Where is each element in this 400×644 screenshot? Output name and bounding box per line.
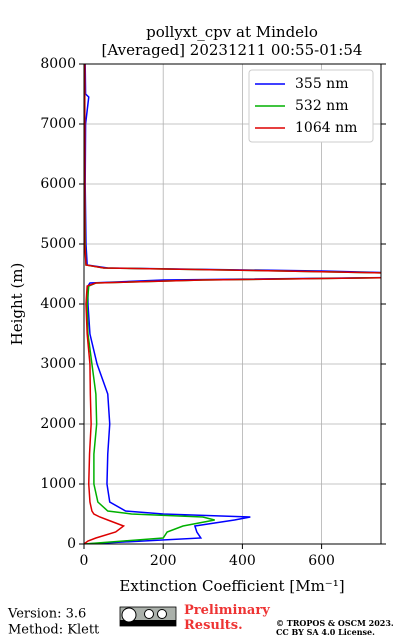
y-tick-label: 3000 — [40, 356, 76, 372]
cc-badge — [119, 606, 177, 627]
notice: Preliminary Results. — [184, 603, 270, 633]
y-tick-label: 8000 — [40, 56, 76, 72]
legend-label: 355 nm — [295, 76, 348, 92]
y-tick-label: 5000 — [40, 236, 76, 252]
y-tick-label: 7000 — [40, 116, 76, 132]
y-tick-label: 6000 — [40, 176, 76, 192]
data-line — [84, 64, 381, 544]
x-tick-label: 600 — [308, 553, 335, 569]
y-tick-label: 1000 — [40, 476, 76, 492]
x-tick-label: 400 — [229, 553, 256, 569]
x-tick-label: 200 — [150, 553, 177, 569]
version: Version: 3.6 — [7, 607, 86, 622]
plot-area — [84, 64, 381, 544]
legend-box — [248, 69, 374, 143]
y-tick-label: 2000 — [40, 416, 76, 432]
chart-title: pollyxt_cpv at Mindelo — [146, 23, 318, 41]
chart-subtitle: [Averaged] 20231211 00:55-01:54 — [102, 41, 363, 59]
x-axis-label: Extinction Coefficient [Mm⁻¹] — [119, 577, 344, 595]
y-tick-label: 4000 — [40, 296, 76, 312]
y-tick-label: 0 — [67, 536, 76, 552]
copyright: © TROPOS & OSCM 2023. — [276, 618, 394, 628]
x-tick-label: 0 — [80, 553, 89, 569]
license: CC BY SA 4.0 License. — [276, 627, 375, 637]
legend-label: 1064 nm — [295, 120, 357, 136]
legend-label: 532 nm — [295, 98, 348, 114]
data-line — [84, 64, 381, 544]
y-axis-label: Height (m) — [8, 263, 26, 346]
method: Method: Klett — [8, 623, 100, 638]
